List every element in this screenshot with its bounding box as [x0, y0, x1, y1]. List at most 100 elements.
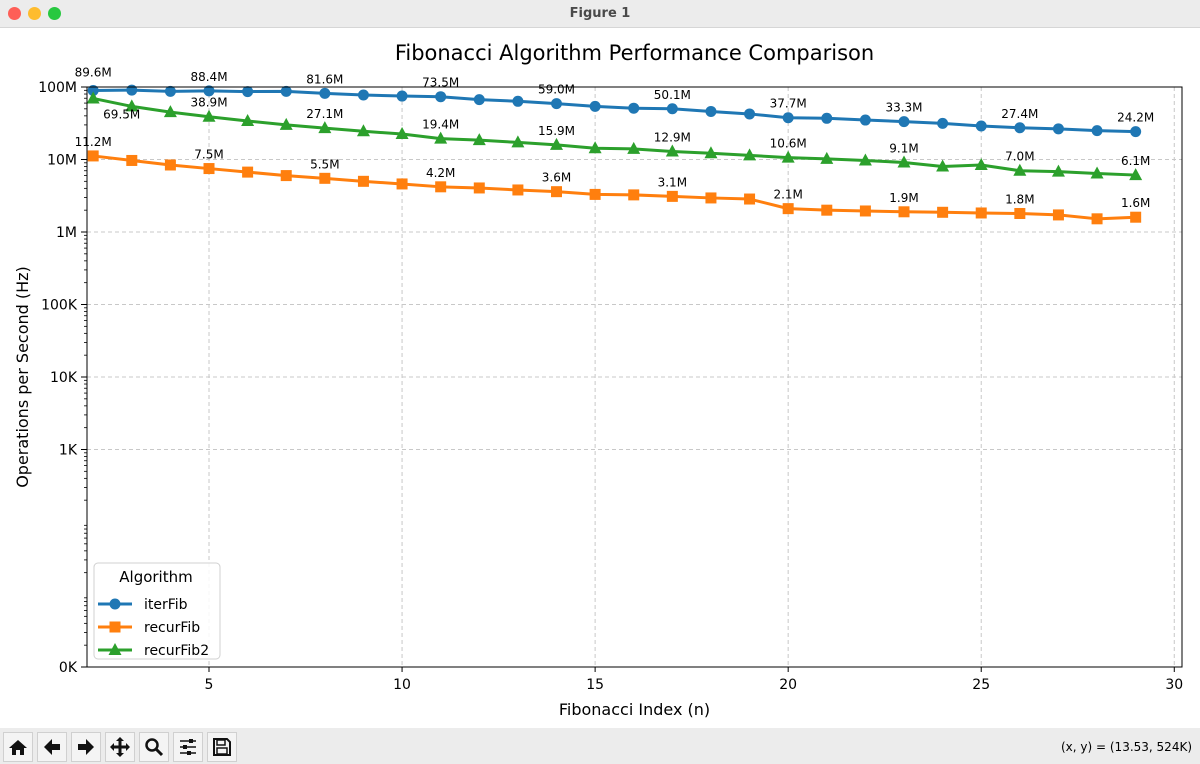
chart-title: Fibonacci Algorithm Performance Comparis… — [395, 41, 874, 65]
data-point-iterFib — [164, 85, 176, 97]
data-label: 7.5M — [194, 148, 223, 162]
data-point-iterFib — [280, 85, 292, 97]
data-point-iterFib — [628, 102, 640, 114]
series-line-iterFib — [93, 88, 1136, 134]
data-point-recurFib — [280, 170, 292, 182]
close-button[interactable] — [8, 7, 21, 20]
data-point-iterFib — [937, 117, 949, 129]
data-point-recurFib2 — [743, 148, 757, 161]
data-point-iterFib — [666, 103, 678, 115]
data-label: 11.2M — [75, 135, 112, 149]
data-label: 27.1M — [306, 107, 343, 121]
data-label: 9.1M — [889, 141, 918, 155]
maximize-button[interactable] — [48, 7, 61, 20]
data-label: 2.1M — [773, 188, 802, 202]
navigation-toolbar: (x, y) = (13.53, 524K) — [0, 728, 1200, 764]
window-titlebar: Figure 1 — [0, 0, 1200, 28]
data-label: 6.1M — [1121, 154, 1150, 168]
window-title: Figure 1 — [569, 6, 631, 21]
arrow-right-icon — [78, 739, 94, 755]
data-point-recurFib — [396, 178, 408, 190]
data-point-recurFib — [705, 192, 717, 204]
data-point-iterFib — [898, 116, 910, 128]
data-point-recurFib2 — [936, 159, 950, 172]
data-point-recurFib2 — [588, 141, 602, 154]
data-point-recurFib2 — [202, 109, 216, 122]
minimize-button[interactable] — [28, 7, 41, 20]
data-point-iterFib — [473, 94, 485, 106]
legend-marker-recurFib2 — [108, 643, 122, 655]
legend-box — [93, 562, 221, 660]
data-point-recurFib2 — [472, 133, 486, 146]
data-point-recurFib — [1014, 207, 1026, 219]
data-point-recurFib — [937, 206, 949, 218]
data-point-iterFib — [589, 100, 601, 112]
data-point-recurFib — [1130, 211, 1142, 223]
data-point-iterFib — [859, 114, 871, 126]
data-label: 12.9M — [654, 130, 691, 144]
cursor-coordinates: (x, y) = (13.53, 524K) — [1061, 740, 1192, 754]
y-tick-label: 10K — [50, 370, 78, 386]
data-label: 88.4M — [190, 70, 227, 84]
data-point-iterFib — [126, 84, 138, 96]
zoom-button[interactable] — [139, 732, 169, 762]
data-point-iterFib — [396, 90, 408, 102]
data-point-recurFib2 — [1129, 168, 1143, 181]
data-label: 15.9M — [538, 124, 575, 138]
data-point-recurFib — [203, 163, 215, 175]
data-label: 50.1M — [654, 88, 691, 102]
figure-canvas[interactable]: 5 10 15 20 25 30 0K 1K 10K 100K 1M 10M 100M Fibonacci… — [0, 28, 1200, 728]
data-point-recurFib — [319, 172, 331, 184]
data-point-recurFib — [782, 203, 794, 215]
data-label: 19.4M — [422, 118, 459, 132]
save-button[interactable] — [207, 732, 237, 762]
y-axis-label: Operations per Second (Hz) — [13, 266, 32, 488]
data-point-recurFib2 — [279, 117, 293, 130]
configure-subplots-button[interactable] — [173, 732, 203, 762]
data-label: 3.1M — [658, 175, 687, 189]
data-point-recurFib — [357, 175, 369, 187]
data-point-recurFib — [1052, 209, 1064, 221]
data-point-recurFib — [898, 206, 910, 218]
data-label: 24.2M — [1117, 111, 1154, 125]
data-point-iterFib — [705, 105, 717, 117]
data-point-recurFib — [551, 186, 563, 198]
data-point-iterFib — [1091, 125, 1103, 137]
data-label: 27.4M — [1001, 107, 1038, 121]
data-point-iterFib — [1052, 123, 1064, 135]
series-line-recurFib2 — [92, 96, 1136, 177]
chart: 5 10 15 20 25 30 0K 1K 10K 100K 1M 10M 100M Fibonacci… — [13, 41, 1183, 719]
data-point-iterFib — [435, 91, 447, 103]
data-point-recurFib — [164, 159, 176, 171]
data-label: 81.6M — [306, 72, 343, 86]
forward-button[interactable] — [71, 732, 101, 762]
y-tick-label: 100K — [41, 298, 78, 314]
sliders-icon — [180, 739, 196, 755]
data-point-recurFib — [1091, 213, 1103, 225]
pan-button[interactable] — [105, 732, 135, 762]
data-label: 5.5M — [310, 157, 339, 171]
data-point-iterFib — [357, 89, 369, 101]
back-button[interactable] — [37, 732, 67, 762]
data-point-iterFib — [975, 120, 987, 132]
legend-title: Algorithm — [119, 568, 192, 586]
legend-label: recurFib2 — [144, 643, 209, 659]
data-point-recurFib2 — [897, 155, 911, 168]
x-tick-label: 5 — [205, 677, 214, 693]
floppy-disk-icon — [213, 738, 231, 756]
data-label: 7.0M — [1005, 150, 1034, 164]
data-label: 38.9M — [190, 96, 227, 110]
data-point-recurFib — [975, 207, 987, 219]
data-label: 4.2M — [426, 166, 455, 180]
data-point-recurFib — [666, 190, 678, 202]
data-point-iterFib — [87, 84, 99, 96]
home-button[interactable] — [3, 732, 33, 762]
y-tick-label: 1K — [59, 443, 78, 459]
data-point-iterFib — [242, 86, 254, 98]
x-tick-label: 30 — [1165, 677, 1183, 693]
x-tick-label: 20 — [779, 677, 797, 693]
data-label: 1.6M — [1121, 196, 1150, 210]
data-label: 1.8M — [1005, 192, 1034, 206]
data-point-recurFib — [589, 188, 601, 200]
data-point-iterFib — [512, 95, 524, 107]
